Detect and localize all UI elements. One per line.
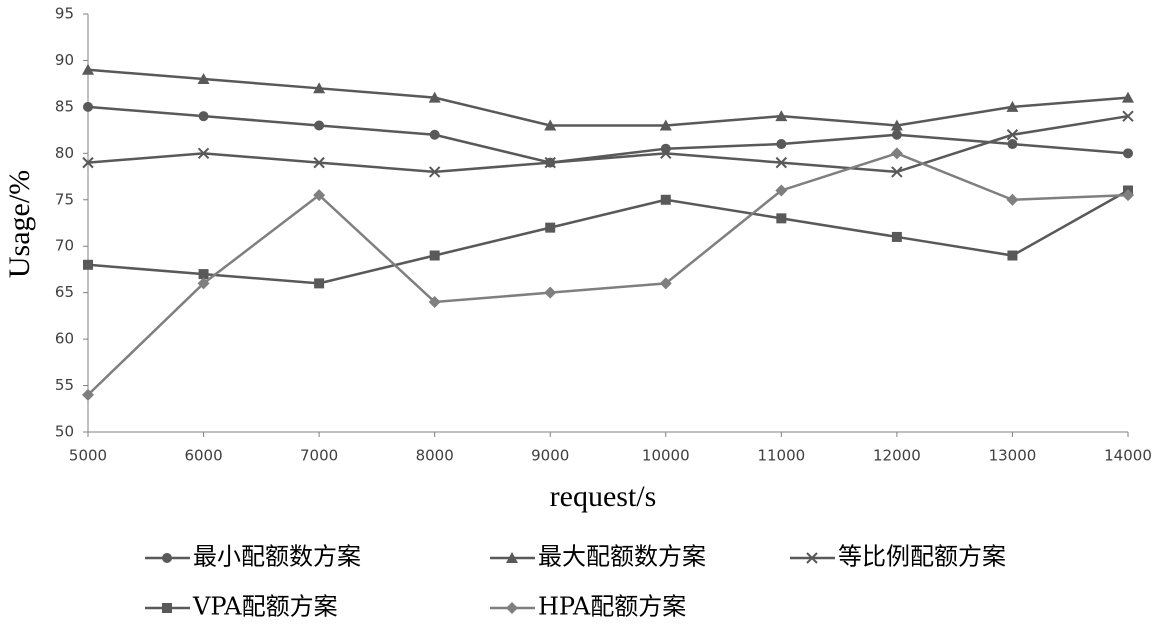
marker — [1122, 91, 1134, 103]
marker — [428, 166, 441, 178]
y-tick-label: 70 — [55, 237, 74, 255]
marker — [314, 120, 325, 131]
marker — [428, 295, 441, 308]
marker — [659, 277, 672, 290]
marker — [1122, 110, 1134, 122]
marker — [197, 277, 210, 290]
marker — [429, 250, 440, 261]
marker — [775, 156, 788, 169]
marker — [890, 147, 903, 160]
x-tick-label: 14000 — [1104, 447, 1152, 465]
series-line — [87, 189, 1129, 285]
marker — [891, 231, 902, 242]
marker — [83, 101, 93, 112]
y-tick-label: 50 — [55, 423, 74, 441]
x-tick-label: 6000 — [184, 447, 222, 465]
legend-item: HPA配额方案 — [490, 593, 686, 621]
marker — [544, 286, 557, 299]
legend-label: 等比例配额方案 — [838, 543, 1006, 571]
legend-label: VPA配额方案 — [192, 593, 338, 621]
marker — [162, 603, 172, 613]
legend-item: VPA配额方案 — [145, 593, 338, 621]
marker — [659, 119, 672, 131]
legend-item: 最大配额数方案 — [490, 543, 706, 571]
marker — [506, 552, 518, 563]
x-tick-label: 13000 — [989, 447, 1037, 465]
x-tick-label: 7000 — [300, 447, 338, 465]
marker — [1123, 148, 1133, 159]
marker — [1006, 100, 1019, 112]
legend-label: HPA配额方案 — [538, 593, 686, 621]
marker — [506, 602, 518, 614]
y-tick-label: 60 — [55, 330, 74, 348]
marker — [162, 553, 172, 563]
legend-item: 等比例配额方案 — [790, 543, 1006, 571]
marker — [198, 269, 209, 280]
marker — [198, 111, 209, 122]
marker — [775, 184, 788, 197]
marker — [806, 552, 818, 564]
marker — [775, 110, 788, 122]
marker — [82, 156, 94, 169]
marker — [197, 73, 210, 85]
marker — [313, 82, 326, 94]
marker — [1007, 250, 1018, 261]
marker — [428, 91, 441, 103]
x-tick-label: 5000 — [69, 447, 107, 465]
marker — [313, 189, 326, 202]
y-tick-label: 75 — [55, 190, 74, 208]
series-line — [87, 105, 1129, 164]
legend-item: 最小配额数方案 — [145, 543, 361, 571]
y-axis-title: Usage/% — [3, 170, 36, 278]
marker — [429, 129, 440, 140]
marker — [314, 278, 325, 289]
y-tick-label: 95 — [55, 5, 74, 23]
marker — [1122, 189, 1134, 202]
x-tick-label: 11000 — [757, 447, 805, 465]
marker — [660, 147, 672, 160]
marker — [1007, 139, 1018, 150]
x-tick-label: 9000 — [531, 447, 569, 465]
series-line — [87, 114, 1129, 174]
marker — [82, 388, 94, 401]
marker — [545, 222, 556, 233]
marker — [776, 139, 787, 150]
series-line — [87, 68, 1129, 127]
marker — [890, 119, 903, 131]
marker — [891, 166, 903, 178]
marker — [660, 194, 671, 205]
y-tick-label: 55 — [55, 376, 74, 394]
marker — [313, 156, 325, 169]
marker — [891, 129, 902, 140]
x-tick-label: 8000 — [416, 447, 454, 465]
y-tick-label: 65 — [55, 283, 74, 301]
x-tick-label: 12000 — [873, 447, 921, 465]
y-tick-label: 85 — [55, 97, 74, 115]
y-tick-label: 90 — [55, 51, 74, 69]
y-tick-label: 80 — [55, 144, 74, 162]
marker — [83, 259, 93, 270]
marker — [544, 156, 556, 169]
x-tick-label: 10000 — [642, 447, 690, 465]
marker — [544, 119, 557, 131]
marker — [1006, 193, 1019, 206]
marker — [1006, 129, 1019, 141]
x-axis-title: request/s — [550, 480, 657, 513]
marker — [82, 63, 94, 75]
legend-label: 最大配额数方案 — [538, 543, 706, 571]
series-line — [87, 152, 1129, 396]
marker — [197, 147, 210, 160]
legend-label: 最小配额数方案 — [193, 543, 361, 571]
marker — [776, 213, 787, 224]
